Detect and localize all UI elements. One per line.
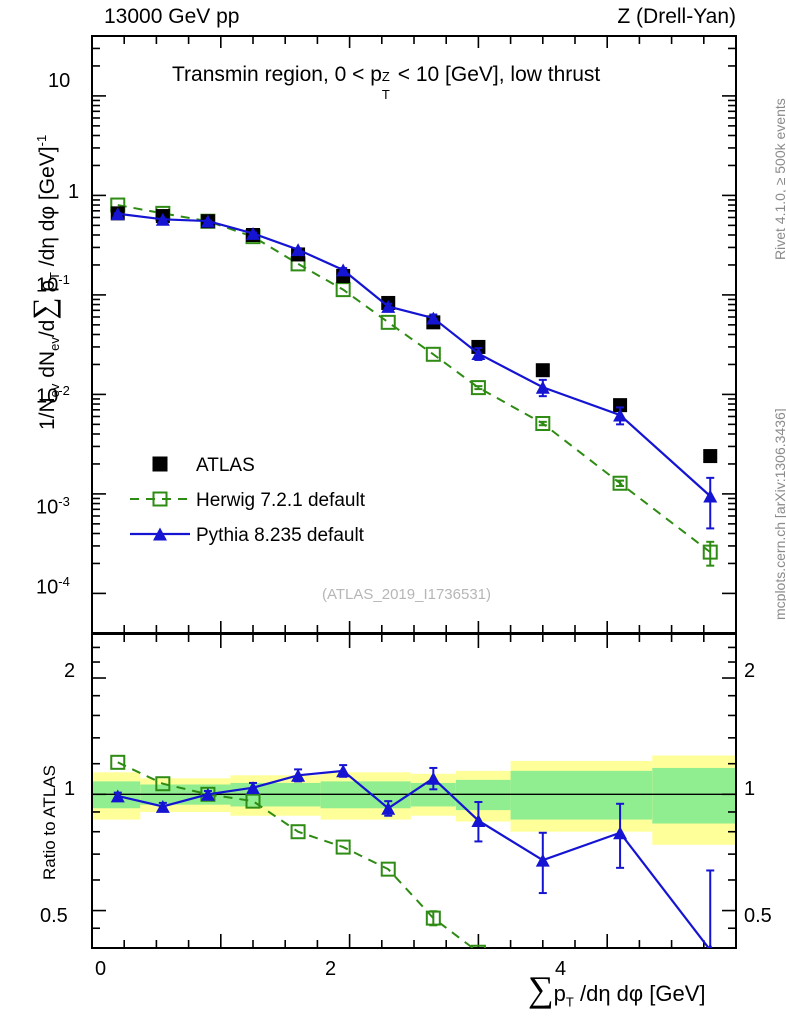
data-marker-triangle bbox=[153, 527, 167, 541]
title-superscript: Z bbox=[381, 69, 390, 84]
ratio-series bbox=[110, 754, 715, 948]
data-marker-triangle bbox=[110, 207, 125, 221]
xlabel-sum-symbol: ∑ bbox=[528, 969, 554, 1009]
data-marker-open-square bbox=[612, 475, 628, 491]
axis-ticks bbox=[91, 35, 737, 949]
data-marker-triangle bbox=[291, 243, 306, 257]
data-marker-triangle bbox=[426, 311, 441, 325]
data-marker-open-square bbox=[245, 793, 261, 809]
ytick-label-1e-2: 10-2 bbox=[36, 383, 70, 408]
xlabel-rest: /dη dφ [GeV] bbox=[573, 981, 706, 1006]
data-marker-open-square bbox=[535, 416, 551, 432]
data-marker-open-square bbox=[290, 824, 306, 840]
data-marker-triangle bbox=[336, 764, 351, 778]
data-marker-open-square bbox=[425, 910, 441, 926]
ratio-ytick-label-1-right: 1 bbox=[744, 778, 756, 800]
data-marker-square bbox=[535, 363, 550, 378]
data-marker-triangle bbox=[381, 300, 396, 313]
data-marker-open-square bbox=[335, 839, 351, 855]
header-left-beam: 13000 GeV pp bbox=[104, 5, 240, 28]
data-marker-triangle bbox=[336, 263, 351, 277]
data-marker-square bbox=[703, 449, 718, 464]
data-marker-open-square bbox=[155, 776, 171, 792]
series-line bbox=[117, 761, 475, 948]
title-prefix: Transmin region, 0 < p bbox=[172, 63, 382, 86]
title-subscript: T bbox=[381, 87, 390, 102]
data-marker-triangle bbox=[613, 408, 628, 422]
data-marker-triangle bbox=[155, 800, 170, 813]
main-panel-frame bbox=[91, 35, 737, 634]
data-marker-triangle bbox=[535, 380, 550, 394]
data-marker-open-square bbox=[470, 944, 486, 948]
ratio-ytick-label-2-left: 2 bbox=[64, 660, 76, 682]
ratio-ytick-label-2-right: 2 bbox=[744, 660, 756, 682]
xlabel-p: p bbox=[553, 981, 566, 1006]
data-marker-triangle bbox=[426, 771, 441, 785]
ratio-ytick-label-1-left: 1 bbox=[64, 778, 76, 800]
data-marker-open-square bbox=[425, 346, 441, 362]
data-marker-open-square bbox=[380, 314, 396, 330]
data-marker-triangle bbox=[471, 347, 486, 361]
main-series bbox=[110, 197, 718, 567]
ytick-label-1: 1 bbox=[68, 181, 80, 203]
series-line bbox=[117, 204, 711, 553]
data-marker-open-square bbox=[702, 544, 718, 560]
xlabel-sub: T bbox=[565, 994, 574, 1010]
ratio-band-inner bbox=[510, 770, 653, 820]
ytick-label-1e-1: 10-1 bbox=[36, 272, 70, 297]
data-marker-triangle bbox=[703, 489, 718, 503]
data-marker-open-square bbox=[470, 380, 486, 396]
ratio-ytick-label-05-left: 0.5 bbox=[40, 905, 68, 927]
legend-label-pythia: Pythia 8.235 default bbox=[196, 525, 364, 546]
title-suffix: < 10 [GeV], low thrust bbox=[391, 63, 601, 86]
data-marker-triangle bbox=[613, 826, 628, 840]
legend-markers bbox=[130, 456, 190, 541]
data-marker-triangle bbox=[110, 789, 125, 803]
legend-label-atlas: ATLAS bbox=[196, 455, 255, 476]
xtick-label-0: 0 bbox=[95, 958, 107, 980]
data-marker-triangle bbox=[471, 814, 486, 828]
ratio-band-inner bbox=[652, 767, 736, 824]
data-marker-open-square bbox=[152, 491, 168, 507]
xtick-label-4: 4 bbox=[555, 958, 567, 980]
ratio-ytick-label-05-right: 0.5 bbox=[744, 905, 772, 927]
data-marker-triangle bbox=[535, 853, 550, 867]
series-line bbox=[117, 769, 711, 948]
series-line bbox=[117, 212, 711, 497]
data-marker-open-square bbox=[110, 754, 126, 770]
legend-label-herwig: Herwig 7.2.1 default bbox=[196, 490, 365, 511]
ytick-label-1e-4: 10-4 bbox=[36, 574, 70, 599]
data-marker-square bbox=[152, 456, 168, 472]
data-marker-triangle bbox=[155, 212, 170, 226]
analysis-id-watermark: (ATLAS_2019_I1736531) bbox=[322, 586, 492, 603]
data-marker-triangle bbox=[707, 943, 713, 948]
ytick-label-10: 10 bbox=[48, 70, 71, 92]
data-marker-open-square bbox=[380, 861, 396, 877]
data-marker-triangle bbox=[246, 781, 260, 795]
data-marker-triangle bbox=[246, 226, 260, 240]
data-marker-triangle bbox=[200, 787, 215, 801]
xaxis-label: ∑pT /dη dφ [GeV] bbox=[528, 968, 706, 1010]
data-marker-triangle bbox=[381, 801, 396, 815]
data-marker-triangle bbox=[291, 768, 306, 782]
data-marker-triangle bbox=[200, 214, 215, 228]
data-marker-square bbox=[613, 398, 628, 413]
xtick-label-2: 2 bbox=[325, 958, 337, 980]
header-right-process: Z (Drell-Yan) bbox=[617, 5, 736, 28]
ytick-label-1e-3: 10-3 bbox=[36, 494, 70, 519]
data-marker-open-square bbox=[335, 282, 351, 298]
